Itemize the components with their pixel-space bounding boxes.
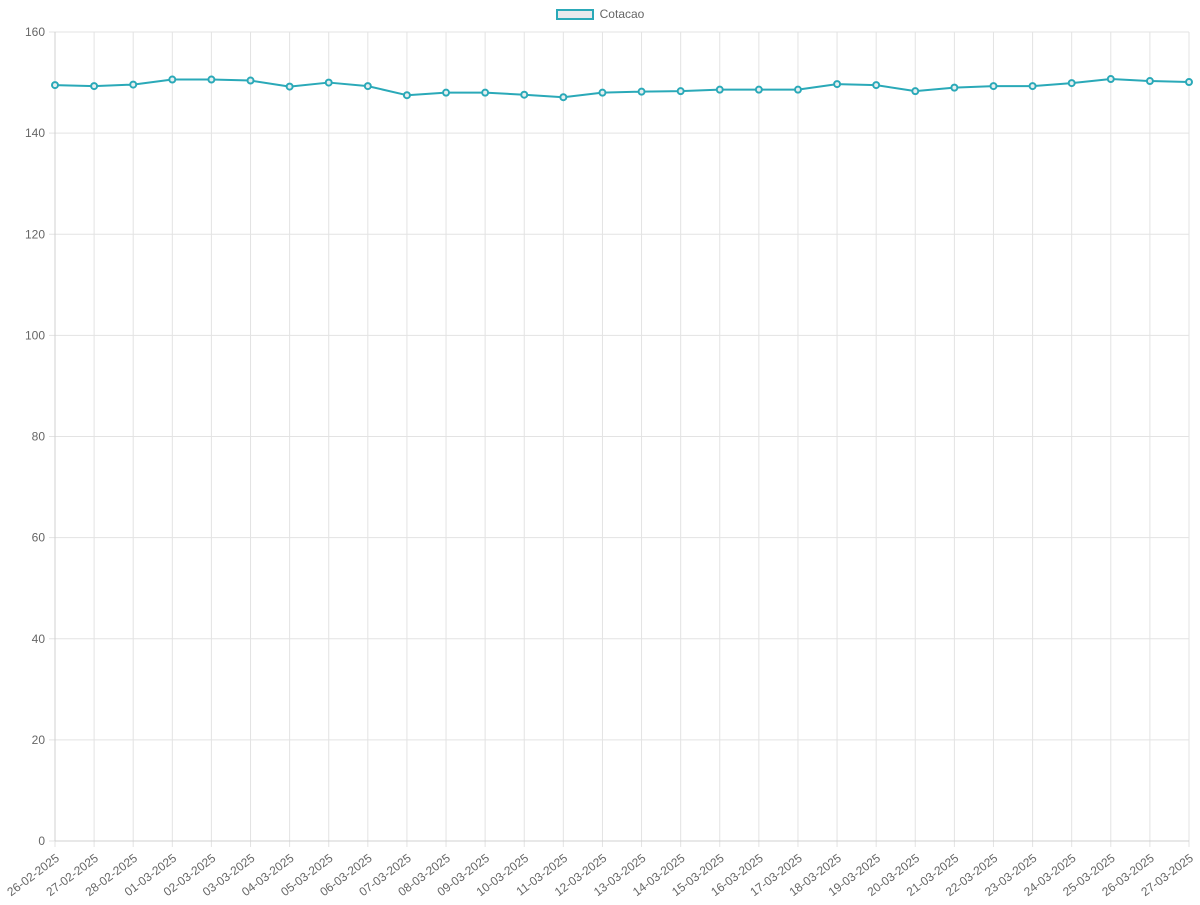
y-tick-label: 20 bbox=[32, 733, 46, 747]
data-point bbox=[715, 85, 724, 94]
data-point bbox=[1028, 82, 1037, 91]
data-point bbox=[168, 75, 177, 84]
data-point bbox=[129, 80, 138, 89]
data-point bbox=[1067, 79, 1076, 88]
data-point bbox=[520, 90, 529, 99]
data-point bbox=[559, 93, 568, 102]
data-point bbox=[246, 76, 255, 85]
data-point bbox=[363, 82, 372, 91]
y-tick-label: 160 bbox=[25, 25, 45, 39]
data-point bbox=[598, 88, 607, 97]
data-point bbox=[1145, 77, 1154, 86]
data-point bbox=[754, 85, 763, 94]
legend[interactable]: Cotacao bbox=[0, 7, 1200, 21]
data-point bbox=[90, 82, 99, 91]
data-point bbox=[872, 81, 881, 90]
data-point bbox=[911, 87, 920, 96]
y-tick-label: 120 bbox=[25, 227, 45, 241]
data-point bbox=[324, 78, 333, 87]
data-point bbox=[51, 81, 59, 90]
data-point bbox=[207, 75, 216, 84]
data-point bbox=[1185, 78, 1193, 87]
data-point bbox=[989, 82, 998, 91]
y-tick-label: 60 bbox=[32, 531, 46, 545]
data-point bbox=[793, 85, 802, 94]
y-tick-label: 80 bbox=[32, 430, 46, 444]
data-point bbox=[833, 80, 842, 89]
data-point bbox=[481, 88, 490, 97]
data-point bbox=[950, 83, 959, 92]
data-point bbox=[285, 82, 294, 91]
y-tick-label: 0 bbox=[38, 834, 45, 848]
y-tick-label: 100 bbox=[25, 328, 45, 342]
data-point bbox=[442, 88, 451, 97]
legend-swatch[interactable] bbox=[555, 8, 594, 20]
series-line bbox=[54, 78, 1190, 99]
data-point bbox=[402, 91, 411, 100]
data-point bbox=[1106, 75, 1115, 84]
legend-label[interactable]: Cotacao bbox=[599, 7, 645, 21]
y-tick-label: 140 bbox=[25, 126, 45, 140]
y-tick-label: 40 bbox=[32, 632, 46, 646]
data-point bbox=[676, 87, 685, 96]
data-point bbox=[637, 87, 646, 96]
